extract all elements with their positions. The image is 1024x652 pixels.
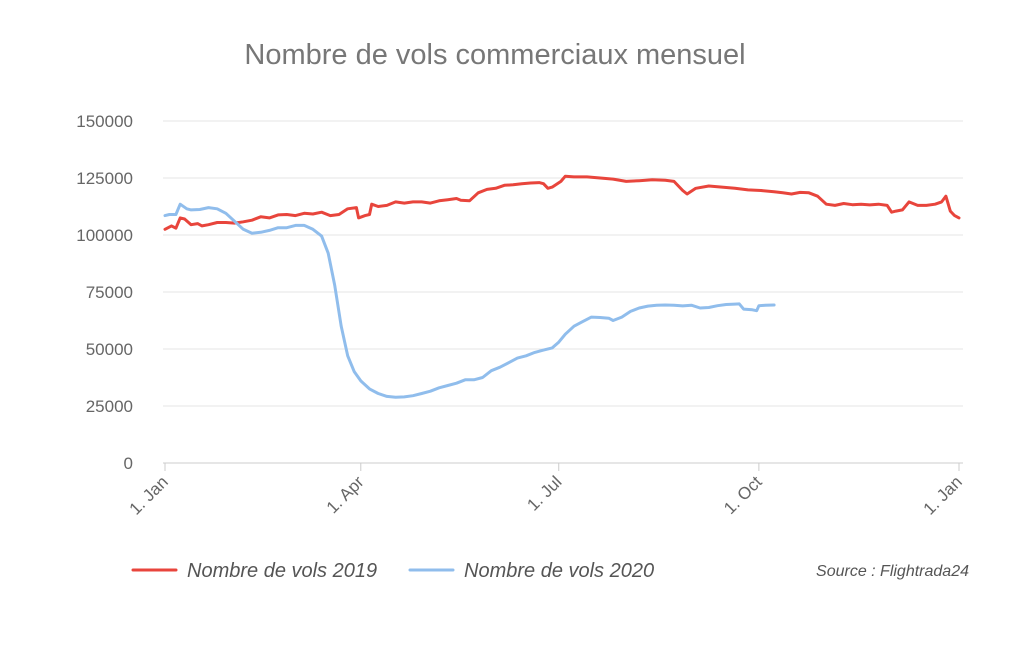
series-line-2020 xyxy=(163,202,776,399)
x-tick-label: 1. Apr xyxy=(323,472,368,517)
source-note: Source : Flightrada24 xyxy=(816,563,969,580)
y-tick-label: 25000 xyxy=(86,397,133,416)
y-tick-label: 150000 xyxy=(76,112,133,131)
y-tick-label: 125000 xyxy=(76,169,133,188)
x-tick-label: 1. Jan xyxy=(126,472,172,518)
y-tick-label: 75000 xyxy=(86,283,133,302)
x-tick-label: 1. Oct xyxy=(720,472,766,518)
chart-title: Nombre de vols commerciaux mensuel xyxy=(244,39,745,71)
x-tick-label: 1. Jan xyxy=(920,472,966,518)
series-lines xyxy=(163,174,961,399)
legend-label[interactable]: Nombre de vols 2019 xyxy=(187,560,377,582)
series-line-2019 xyxy=(163,174,961,231)
x-axis: 1. Jan 1. Apr 1. Jul 1. Oct 1. Jan xyxy=(126,463,966,519)
y-tick-label: 0 xyxy=(124,454,133,473)
y-tick-label: 100000 xyxy=(76,226,133,245)
legend: Nombre de vols 2019 Nombre de vols 2020 xyxy=(131,560,654,582)
y-tick-label: 50000 xyxy=(86,340,133,359)
legend-label[interactable]: Nombre de vols 2020 xyxy=(464,560,654,582)
x-tick-label: 1. Jul xyxy=(523,472,565,514)
y-axis: 0 25000 50000 75000 100000 125000 150000 xyxy=(76,112,133,473)
grid xyxy=(163,120,963,464)
